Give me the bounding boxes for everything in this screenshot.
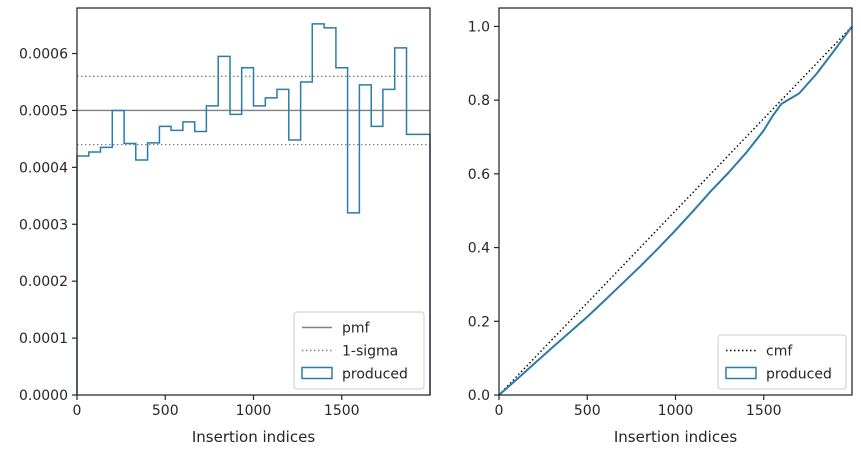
left-legend-label-produced: produced (342, 367, 408, 383)
cmf-ticks: 0 500 1000 1500 0.0 0.2 0.4 0.6 0.8 1.0 (468, 19, 782, 419)
right-legend-handle-produced (725, 366, 757, 380)
right-xtick-label: 1500 (746, 403, 782, 419)
cmf-series-cmf (498, 25, 853, 396)
left-xtick-label: 0 (73, 403, 82, 419)
left-ytick-label: 0.0001 (19, 331, 68, 347)
right-ytick-label: 0.4 (468, 241, 490, 257)
pmf-marks (76, 23, 431, 395)
right-ytick-label: 0.8 (468, 93, 490, 109)
left-ytick-label: 0.0005 (19, 103, 68, 119)
pmf-x-axis-label: Insertion indices (192, 428, 315, 446)
left-legend-label-pmf: pmf (342, 321, 371, 337)
right-xtick-label: 0 (495, 403, 504, 419)
pmf-produced-step-series (76, 23, 431, 395)
right-xtick-label: 1000 (658, 403, 694, 419)
left-ytick-label: 0.0004 (19, 160, 68, 176)
left-xtick-label: 1500 (324, 403, 360, 419)
left-ytick-label: 0.0006 (19, 47, 68, 63)
right-xtick-label: 500 (574, 403, 601, 419)
cmf-marks (498, 25, 853, 396)
cmf-legend: cmf produced (717, 334, 847, 390)
left-ytick-label: 0.0002 (19, 274, 68, 290)
right-ytick-label: 0.0 (468, 388, 490, 404)
left-legend-label-1-sigma: 1-sigma (342, 344, 398, 360)
left-legend-handle-produced (301, 366, 333, 380)
pmf-ticks: 0 500 1000 1500 0.0000 0.0001 0.0002 0.0003 0.00… (19, 47, 360, 419)
right-legend-label-cmf: cmf (766, 344, 793, 360)
right-legend-label-produced: produced (766, 367, 832, 383)
left-ytick-label: 0.0003 (19, 217, 68, 233)
right-ytick-label: 1.0 (468, 19, 490, 35)
right-legend-box (717, 334, 847, 390)
pmf-legend: pmf 1-sigma produced (293, 311, 425, 390)
right-ytick-label: 0.2 (468, 314, 490, 330)
left-xtick-label: 500 (152, 403, 179, 419)
cmf-series-produced (498, 25, 853, 396)
right-ytick-label: 0.6 (468, 167, 490, 183)
left-ytick-label: 0.0000 (19, 388, 68, 404)
cmf-x-axis-label: Insertion indices (614, 428, 737, 446)
cmf-panel: 0 500 1000 1500 0.0 0.2 0.4 0.6 0.8 1.0 Insertion… (468, 7, 853, 446)
pmf-panel: 0 500 1000 1500 0.0000 0.0001 0.0002 0.0003 0.00… (19, 7, 431, 446)
left-legend-box (293, 311, 425, 390)
left-xtick-label: 1000 (236, 403, 272, 419)
